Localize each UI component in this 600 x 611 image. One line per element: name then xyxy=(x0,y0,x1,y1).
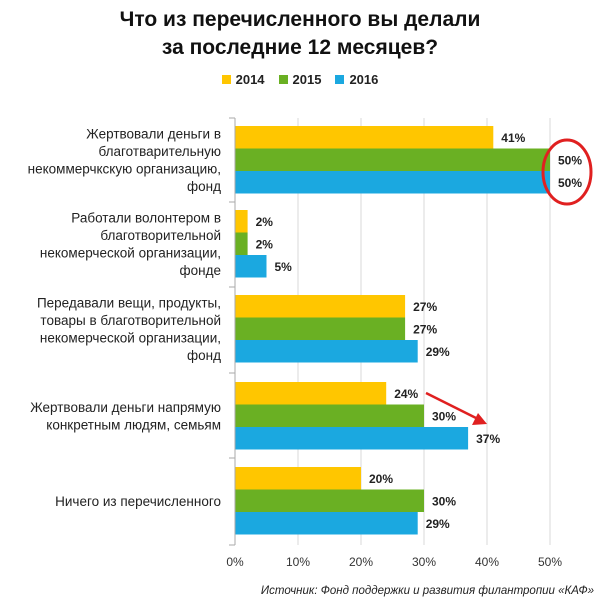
x-tick-label-0: 0% xyxy=(226,555,244,569)
category-label-1-line-3: некоммерчкскую организацию, xyxy=(28,162,221,177)
highlight-arrow-line xyxy=(425,391,479,421)
data-label-2014-2: 2% xyxy=(256,215,274,229)
bar-2014-1 xyxy=(235,126,494,149)
legend-swatch-2014 xyxy=(221,75,231,84)
category-label-3-line-1: Передавали вещи, продукты, xyxy=(37,296,221,311)
legend-swatch-2015 xyxy=(278,75,288,84)
bar-2016-5 xyxy=(235,512,418,535)
category-label-2-line-1: Работали волонтером в xyxy=(71,211,221,226)
category-label-1-line-2: благотварительную xyxy=(99,144,221,159)
bar-2016-1 xyxy=(235,171,550,194)
bar-2014-3 xyxy=(235,295,406,318)
category-label-3-line-4: фонд xyxy=(187,348,221,363)
x-tick-label-5: 50% xyxy=(538,555,562,569)
x-tick-label-1: 10% xyxy=(286,555,310,569)
bar-2015-5 xyxy=(235,489,424,512)
category-label-4-line-1: Жертвовали деньги напрямую xyxy=(30,400,221,415)
bar-2015-1 xyxy=(235,148,550,171)
data-label-2015-3: 27% xyxy=(413,322,437,336)
legend-item-2016: 2016 xyxy=(335,72,378,87)
category-label-2-line-2: благотворительной xyxy=(100,228,221,243)
legend-label-2016: 2016 xyxy=(349,72,379,87)
data-label-2016-2: 5% xyxy=(275,260,293,274)
data-label-2016-4: 37% xyxy=(476,432,500,446)
data-label-2016-3: 29% xyxy=(426,345,450,359)
bar-2016-3 xyxy=(235,340,418,363)
data-label-2014-5: 20% xyxy=(369,472,393,486)
category-label-5-line-1: Ничего из перечисленного xyxy=(55,494,221,509)
legend-label-2014: 2014 xyxy=(235,72,265,87)
bar-2014-2 xyxy=(235,210,248,233)
bar-2015-4 xyxy=(235,404,424,427)
x-tick-label-4: 40% xyxy=(475,555,499,569)
chart-legend: 2014 2015 2016 xyxy=(0,72,600,87)
source-note: Источник: Фонд поддержки и развития фила… xyxy=(260,585,594,597)
legend-item-2015: 2015 xyxy=(278,72,322,87)
data-label-2016-1: 50% xyxy=(558,176,582,190)
data-label-2015-4: 30% xyxy=(432,409,456,423)
data-label-2014-4: 24% xyxy=(394,387,418,401)
bar-2014-4 xyxy=(235,382,387,405)
data-label-2015-1: 50% xyxy=(558,153,582,167)
chart-title-line-2: за последние 12 месяцев? xyxy=(161,36,439,59)
x-tick-label-2: 20% xyxy=(349,555,373,569)
data-label-2014-1: 41% xyxy=(501,131,525,145)
category-label-2-line-4: фонде xyxy=(180,263,221,278)
chart-title: Что из перечисленного вы делали за после… xyxy=(0,6,600,62)
category-label-3-line-3: некомерческой организации, xyxy=(40,331,221,346)
category-label-4-line-2: конкретным людям, семьям xyxy=(46,418,221,433)
bar-2015-2 xyxy=(235,232,248,255)
bar-2015-3 xyxy=(235,317,406,340)
bar-2016-4 xyxy=(235,427,469,450)
category-label-3-line-2: товары в благотворительной xyxy=(40,313,221,328)
data-label-2016-5: 29% xyxy=(426,517,450,531)
legend-label-2015: 2015 xyxy=(292,72,322,87)
legend-swatch-2016 xyxy=(335,75,345,84)
data-label-2015-5: 30% xyxy=(432,494,456,508)
category-label-1-line-4: фонд xyxy=(187,179,221,194)
chart-title-line-1: Что из перечисленного вы делали xyxy=(119,8,481,31)
highlight-circle xyxy=(541,138,593,206)
legend-item-2014: 2014 xyxy=(221,72,265,87)
category-label-1-line-1: Жертвовали деньги в xyxy=(86,127,221,142)
highlight-arrow-head xyxy=(472,413,487,425)
bar-2016-2 xyxy=(235,255,267,278)
data-label-2015-2: 2% xyxy=(256,237,274,251)
category-label-2-line-3: некомерческой организации, xyxy=(40,246,221,261)
data-label-2014-3: 27% xyxy=(413,300,437,314)
x-tick-label-3: 30% xyxy=(412,555,436,569)
bar-2014-5 xyxy=(235,467,361,490)
